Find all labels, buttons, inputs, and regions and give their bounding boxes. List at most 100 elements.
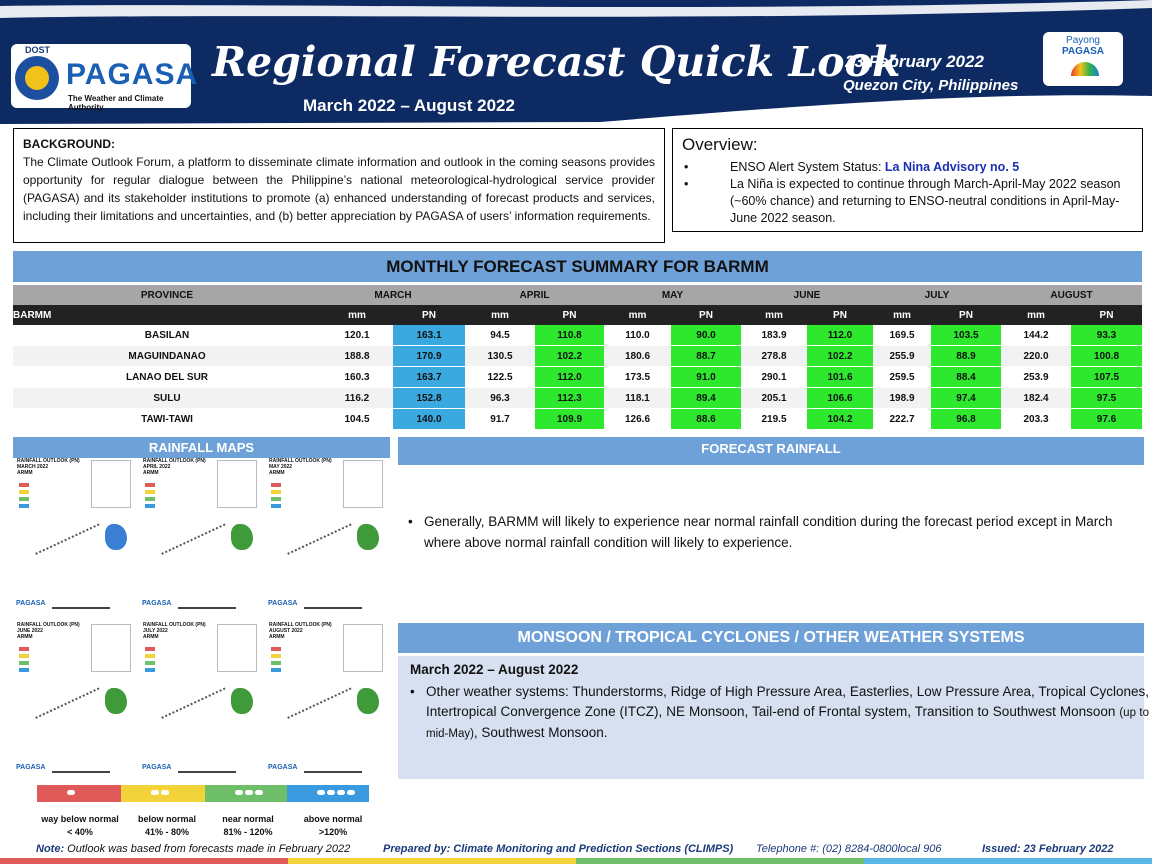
table-row: LANAO DEL SUR 160.3 163.7 122.5 112.0 173.5 91…: [13, 366, 1143, 388]
location-map-inset: [217, 624, 257, 672]
island-chain-icon: [161, 523, 227, 558]
month-header: MARCH: [321, 285, 465, 305]
province-name: LANAO DEL SUR: [13, 366, 321, 388]
mm-header: mm: [873, 305, 931, 325]
pn-cell: 109.9: [535, 408, 604, 430]
legend-near-swatch: [205, 785, 287, 802]
logo-text: PAGASA: [66, 58, 199, 91]
header-banner: DOST PAGASA The Weather and Climate Auth…: [0, 0, 1152, 124]
legend-below-swatch: [121, 785, 205, 802]
rainfall-maps-banner: RAINFALL MAPS: [13, 437, 390, 458]
scale-bar-icon: [52, 607, 110, 609]
cloud-icon: [337, 790, 345, 795]
cloud-icon: [235, 790, 243, 795]
pn-cell: 152.8: [393, 387, 465, 409]
mm-header: mm: [604, 305, 671, 325]
dost-label: DOST: [25, 45, 51, 55]
overview-box: Overview: • ENSO Alert System Status: La…: [672, 128, 1143, 232]
scale-bar-icon: [304, 771, 362, 773]
rainfall-map-thumbnail: RAINFALL OUTLOOK (PN) JUNE 2022 ARMM PAGASA: [13, 622, 135, 782]
pagasa-logo: DOST PAGASA The Weather and Climate Auth…: [11, 44, 197, 112]
rainfall-map-thumbnail: RAINFALL OUTLOOK (PN) APRIL 2022 ARMM PAGAS…: [139, 458, 261, 618]
scale-bar-icon: [178, 771, 236, 773]
pn-cell: 112.0: [807, 325, 873, 346]
mini-pagasa-logo: PAGASA: [268, 764, 298, 771]
island-chain-icon: [287, 687, 353, 722]
overview-heading: Overview:: [682, 135, 758, 154]
pn-header: PN: [1071, 305, 1143, 325]
mm-header: mm: [1001, 305, 1071, 325]
map-footer: PAGASA: [16, 600, 132, 614]
umbrella-icon: [1071, 62, 1099, 76]
pn-cell: 170.9: [393, 345, 465, 367]
location-map-inset: [217, 460, 257, 508]
map-legend: [145, 647, 155, 675]
mm-cell: 278.8: [741, 345, 807, 367]
island-chain-icon: [287, 523, 353, 558]
province-name: TAWI-TAWI: [13, 408, 321, 430]
footer-issued: Issued: 23 February 2022: [982, 843, 1114, 855]
location-map-inset: [343, 624, 383, 672]
rainfall-map-thumbnail: RAINFALL OUTLOOK (PN) JULY 2022 ARMM PAGASA: [139, 622, 261, 782]
cloud-icon: [327, 790, 335, 795]
map-legend: [271, 647, 281, 675]
footer-strip-yellow: [288, 858, 576, 864]
page-title: Regional Forecast Quick Look: [212, 38, 901, 86]
map-legend: [145, 483, 155, 511]
la-nina-outlook: La Niña is expected to continue through …: [730, 177, 1121, 225]
map-legend: [19, 647, 29, 675]
rainfall-map-thumbnail: RAINFALL OUTLOOK (PN) MAY 2022 ARMM PAGASA: [265, 458, 387, 618]
location-map-inset: [91, 460, 131, 508]
scale-bar-icon: [304, 607, 362, 609]
mm-cell: 182.4: [1001, 387, 1071, 409]
mini-pagasa-logo: PAGASA: [268, 600, 298, 607]
month-header: MAY: [604, 285, 741, 305]
island-chain-icon: [161, 687, 227, 722]
mm-cell: 126.6: [604, 408, 671, 430]
pn-cell: 88.7: [671, 345, 741, 367]
mm-cell: 104.5: [321, 408, 393, 430]
pn-cell: 101.6: [807, 366, 873, 388]
bullet-icon: •: [410, 684, 415, 699]
overview-item: • La Niña is expected to continue throug…: [682, 176, 1133, 227]
cloud-icon: [317, 790, 325, 795]
legend-above-swatch: [287, 785, 369, 802]
rainfall-maps-panel: RAINFALL OUTLOOK (PN) MARCH 2022 ARMM PAGAS…: [13, 458, 390, 784]
mm-cell: 96.3: [465, 387, 535, 409]
map-footer: PAGASA: [142, 764, 258, 778]
pn-cell: 103.5: [931, 325, 1001, 346]
table-row: MAGUINDANAO 188.8 170.9 130.5 102.2 180.6 88.7…: [13, 345, 1143, 367]
province-name: BASILAN: [13, 325, 321, 346]
monthly-forecast-table: PROVINCE MARCH APRIL MAY JUNE JULY AUGUS…: [13, 285, 1143, 430]
legend-label: above normal >120%: [303, 814, 363, 837]
region-landmass-icon: [357, 524, 379, 550]
pn-cell: 163.1: [393, 325, 465, 346]
pn-cell: 140.0: [393, 408, 465, 430]
mm-cell: 91.7: [465, 408, 535, 430]
pn-cell: 90.0: [671, 325, 741, 346]
monsoon-period: March 2022 – August 2022: [410, 662, 579, 677]
map-title: RAINFALL OUTLOOK (PN) AUGUST 2022 ARMM: [269, 622, 332, 640]
region-landmass-icon: [105, 688, 127, 714]
monsoon-banner: MONSOON / TROPICAL CYCLONES / OTHER WEAT…: [398, 623, 1144, 653]
table-row: SULU 116.2 152.8 96.3 112.3 118.1 89.4 205.1 106…: [13, 387, 1143, 409]
island-chain-icon: [35, 523, 101, 558]
map-title: RAINFALL OUTLOOK (PN) MARCH 2022 ARMM: [17, 458, 80, 476]
mm-cell: 290.1: [741, 366, 807, 388]
map-title: RAINFALL OUTLOOK (PN) JULY 2022 ARMM: [143, 622, 206, 640]
pn-cell: 89.4: [671, 387, 741, 409]
pn-cell: 97.4: [931, 387, 1001, 409]
mm-cell: 118.1: [604, 387, 671, 409]
cloud-icon: [151, 790, 159, 795]
table-row: TAWI-TAWI 104.5 140.0 91.7 109.9 126.6 88.6 219…: [13, 408, 1143, 430]
mm-cell: 188.8: [321, 345, 393, 367]
mm-cell: 144.2: [1001, 325, 1071, 346]
pn-header: PN: [535, 305, 604, 325]
monthly-summary-banner: MONTHLY FORECAST SUMMARY FOR BARMM: [13, 251, 1142, 282]
pn-cell: 88.9: [931, 345, 1001, 367]
background-heading: BACKGROUND:: [23, 137, 115, 151]
pn-cell: 93.3: [1071, 325, 1143, 346]
mm-header: mm: [321, 305, 393, 325]
region-landmass-icon: [231, 524, 253, 550]
header-background: [0, 0, 1152, 124]
